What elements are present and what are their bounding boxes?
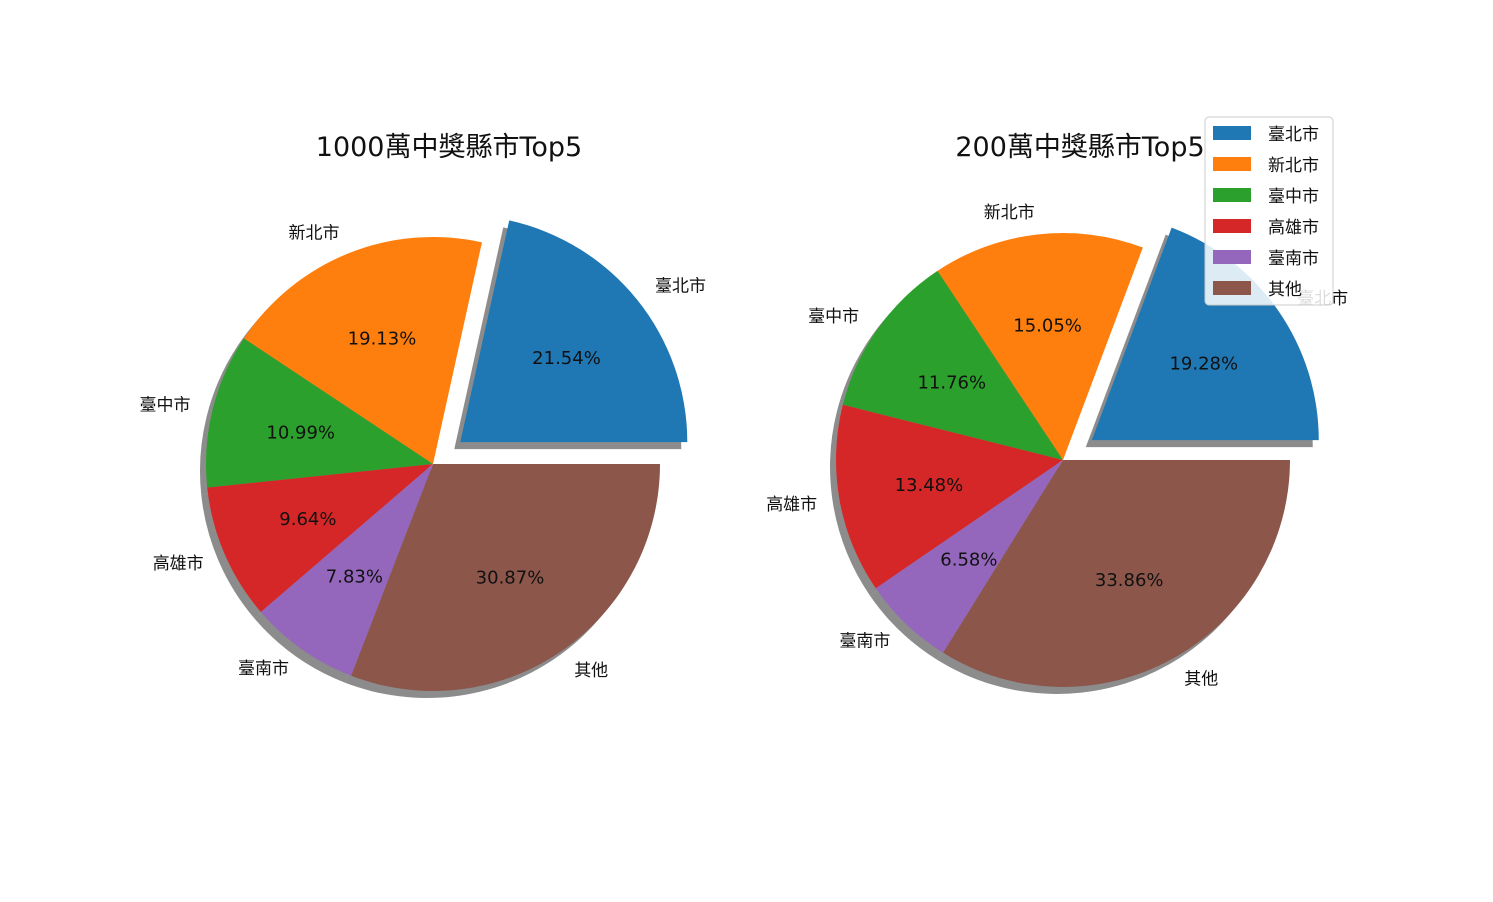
legend-label: 臺南市 [1268,249,1319,269]
slice-label: 臺中市 [808,307,859,327]
pie-slice-3 [205,338,433,488]
legend-swatch [1213,188,1251,202]
legend-label: 臺中市 [1268,187,1319,207]
pie-slice-5 [875,460,1063,653]
slice-label: 臺南市 [238,659,289,679]
legend-label: 臺北市 [1268,125,1319,145]
pie-slice-6 [943,460,1290,687]
slice-label: 其他 [1184,669,1218,689]
legend-frame [1204,116,1334,306]
pie-slice-5 [260,464,433,676]
percent-label: 11.76% [917,372,986,393]
slice-label: 其他 [574,661,608,681]
percent-label: 30.87% [476,567,545,588]
pie-right: 臺北市新北市臺中市高雄市臺南市其他19.28%15.05%11.76%13.48… [766,203,1348,694]
slice-label: 高雄市 [153,554,204,574]
slice-label: 新北市 [984,203,1035,223]
percent-label: 33.86% [1095,570,1164,591]
slice-label: 新北市 [289,223,340,243]
legend-swatch [1213,126,1251,140]
percent-label: 13.48% [895,475,964,496]
legend-swatch [1213,281,1251,295]
pie-slice-1 [460,220,688,443]
slice-label: 臺中市 [140,395,191,415]
percent-label: 10.99% [266,423,335,444]
pie-slice-6 [351,464,660,691]
pie-slice-4 [835,404,1063,589]
percent-label: 15.05% [1013,316,1082,337]
slice-label: 臺北市 [655,277,706,297]
percent-label: 9.64% [279,509,336,530]
percent-label: 21.54% [532,348,601,369]
pie-slice-3 [842,270,1063,460]
slice-label: 高雄市 [766,495,817,515]
legend-label: 其他 [1268,280,1302,300]
legend-swatch [1213,219,1251,233]
legend-label: 新北市 [1268,156,1319,176]
chart-title-right: 200萬中獎縣市Top5 [955,132,1204,163]
pie-chart-right: 200萬中獎縣市Top5 臺北市新北市臺中市高雄市臺南市其他19.28%15.0… [766,132,1348,694]
percent-label: 7.83% [326,566,383,587]
pie-slice-2 [937,232,1143,460]
chart-title-left: 1000萬中獎縣市Top5 [316,132,582,163]
percent-label: 19.28% [1169,354,1238,375]
legend-swatch [1213,250,1251,264]
pie-slice-1 [1091,227,1319,441]
pie-slice-2 [243,236,482,464]
percent-label: 6.58% [940,549,997,570]
legend-swatch [1213,157,1251,171]
percent-label: 19.13% [348,329,417,350]
legend-label: 高雄市 [1268,218,1319,238]
slice-label: 臺南市 [839,631,890,651]
pie-slice-4 [207,464,433,612]
